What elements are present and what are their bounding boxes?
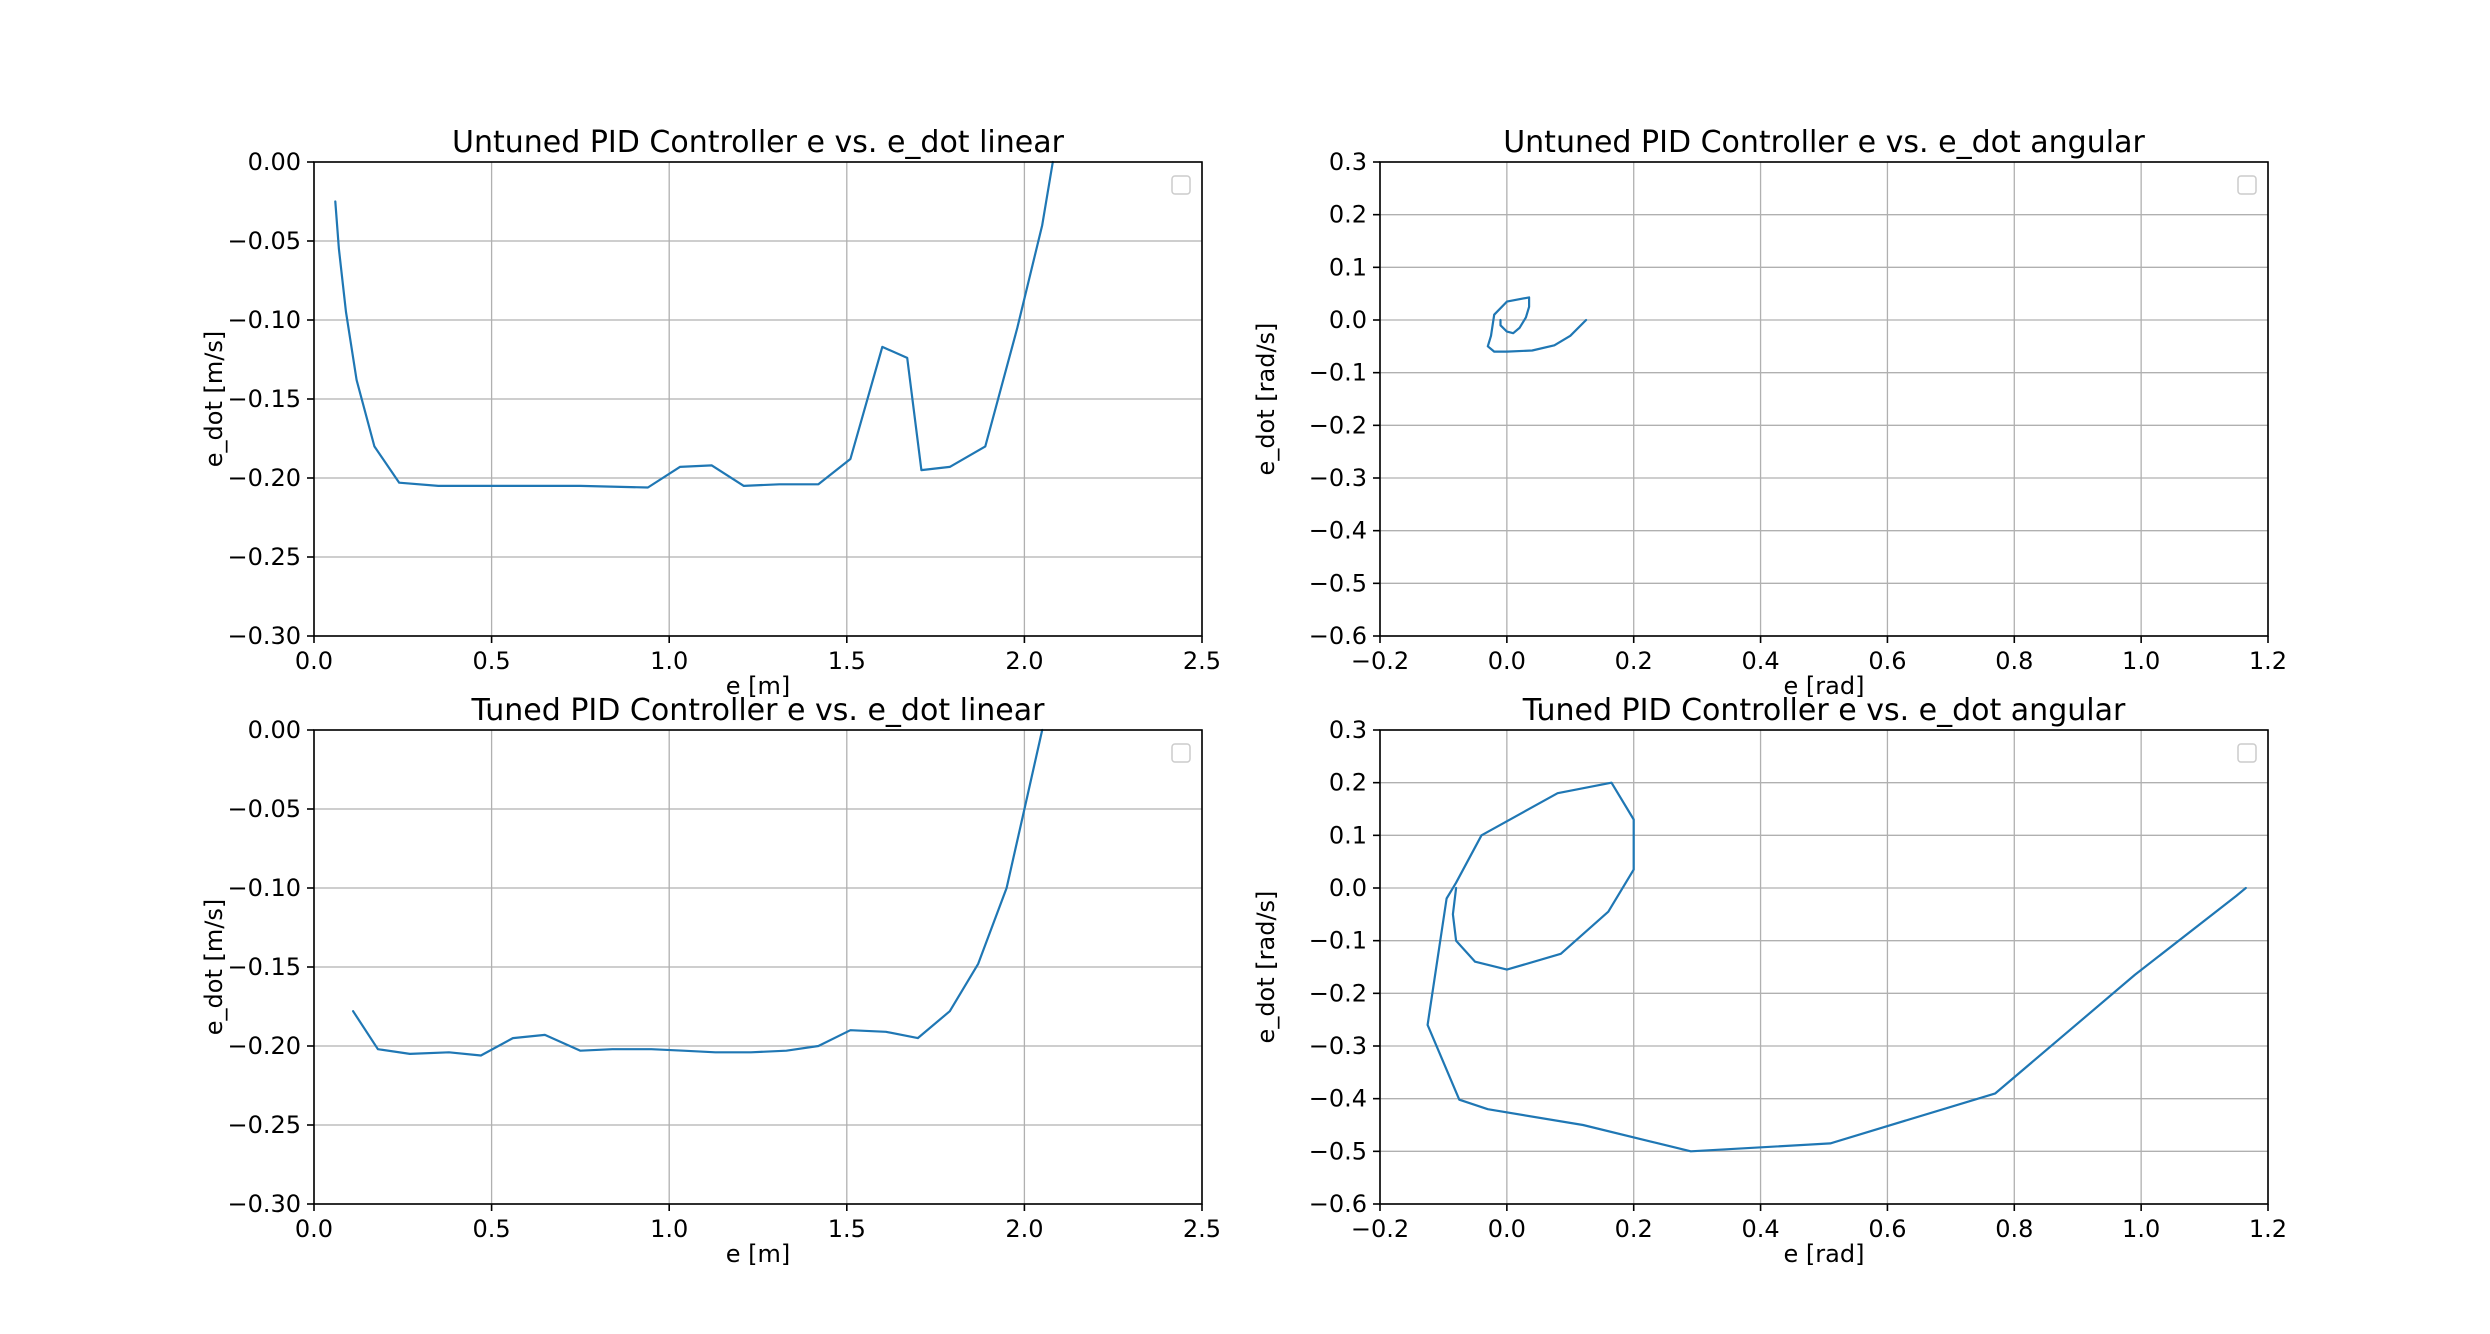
chart-panel-1: 0.0 0.5 1.0 1.5 2.0 2.5 0.00 −0.05 −0.10 −0.15 −0.… xyxy=(200,125,1221,700)
y-tick-label: −0.15 xyxy=(227,385,301,413)
y-tick-label: −0.2 xyxy=(1309,979,1367,1007)
y-tick-label: −0.30 xyxy=(227,622,301,650)
y-tick-label: 0.00 xyxy=(248,716,301,744)
chart-title: Tuned PID Controller e vs. e_dot angular xyxy=(1522,693,2126,728)
y-tick-label: −0.05 xyxy=(227,795,301,823)
y-tick-label: −0.25 xyxy=(227,543,301,571)
x-tick-label: −0.2 xyxy=(1351,647,1409,675)
y-tick-label: 0.2 xyxy=(1329,769,1367,797)
chart-title: Untuned PID Controller e vs. e_dot linea… xyxy=(452,125,1065,160)
x-tick-label: 2.5 xyxy=(1183,647,1221,675)
axes-frame xyxy=(313,729,1203,1205)
x-tick-label: 0.2 xyxy=(1615,1215,1653,1243)
y-tick-label: −0.6 xyxy=(1309,622,1367,650)
y-tick-label: 0.1 xyxy=(1329,821,1367,849)
x-axis-label: e [rad] xyxy=(1784,1240,1865,1268)
axes-frame xyxy=(313,161,1203,637)
x-tick-label: 2.0 xyxy=(1005,1215,1043,1243)
y-tick-label: −0.4 xyxy=(1309,517,1367,545)
y-tick-label: −0.10 xyxy=(227,306,301,334)
x-tick-label: 1.2 xyxy=(2249,647,2287,675)
x-axis-label: e [m] xyxy=(726,1240,791,1268)
x-tick-label: −0.2 xyxy=(1351,1215,1409,1243)
x-tick-label: 2.5 xyxy=(1183,1215,1221,1243)
x-tick-label: 0.4 xyxy=(1741,1215,1779,1243)
x-tick-label: 0.8 xyxy=(1995,1215,2033,1243)
chart-panel-4: −0.2 0.0 0.2 0.4 0.6 0.8 1.0 1.2 0.3 0.2 0.1 0.0 −0.… xyxy=(1252,693,2287,1268)
y-tick-label: −0.20 xyxy=(227,1032,301,1060)
legend-box xyxy=(1171,743,1191,763)
x-tick-label: 1.5 xyxy=(828,647,866,675)
y-tick-label: −0.5 xyxy=(1309,1137,1367,1165)
y-tick-label: 0.2 xyxy=(1329,201,1367,229)
y-tick-label: −0.25 xyxy=(227,1111,301,1139)
chart-panel-2: −0.2 0.0 0.2 0.4 0.6 0.8 1.0 1.2 0.3 0.2 0.1 0.0 −0.… xyxy=(1252,125,2287,700)
x-axis-label: e [m] xyxy=(726,672,791,700)
chart-panel-3: 0.0 0.5 1.0 1.5 2.0 2.5 0.00 −0.05 −0.10 −0.15 −0.… xyxy=(200,693,1221,1268)
x-tick-label: 0.5 xyxy=(473,1215,511,1243)
chart-title: Untuned PID Controller e vs. e_dot angul… xyxy=(1503,125,2145,160)
x-tick-label: 1.0 xyxy=(2122,1215,2160,1243)
series-line xyxy=(1426,781,2247,1153)
legend-box xyxy=(2237,743,2257,763)
y-axis-label: e_dot [m/s] xyxy=(200,899,228,1035)
x-tick-label: 1.2 xyxy=(2249,1215,2287,1243)
y-tick-label: −0.1 xyxy=(1309,359,1367,387)
x-tick-label: 1.5 xyxy=(828,1215,866,1243)
x-tick-label: 0.2 xyxy=(1615,647,1653,675)
y-tick-label: 0.3 xyxy=(1329,148,1367,176)
x-tick-label: 0.6 xyxy=(1868,647,1906,675)
legend-box xyxy=(2237,175,2257,195)
x-tick-label: 1.0 xyxy=(650,1215,688,1243)
y-tick-label: −0.1 xyxy=(1309,927,1367,955)
x-tick-label: 0.6 xyxy=(1868,1215,1906,1243)
series-line xyxy=(1486,296,1588,353)
x-tick-label: 0.0 xyxy=(295,647,333,675)
y-tick-label: 0.1 xyxy=(1329,253,1367,281)
x-tick-label: 1.0 xyxy=(2122,647,2160,675)
y-tick-label: −0.20 xyxy=(227,464,301,492)
y-tick-label: −0.6 xyxy=(1309,1190,1367,1218)
y-tick-label: −0.10 xyxy=(227,874,301,902)
y-tick-label: −0.4 xyxy=(1309,1085,1367,1113)
plot-area xyxy=(1380,162,2268,636)
y-tick-label: −0.3 xyxy=(1309,1032,1367,1060)
y-tick-label: −0.2 xyxy=(1309,411,1367,439)
y-tick-label: −0.30 xyxy=(227,1190,301,1218)
x-tick-label: 0.0 xyxy=(295,1215,333,1243)
y-axis-label: e_dot [rad/s] xyxy=(1252,891,1280,1044)
x-tick-label: 0.0 xyxy=(1488,647,1526,675)
series-line xyxy=(352,728,1044,1057)
chart-title: Tuned PID Controller e vs. e_dot linear xyxy=(471,693,1046,728)
y-tick-label: −0.5 xyxy=(1309,569,1367,597)
x-tick-label: 0.4 xyxy=(1741,647,1779,675)
axes-frame xyxy=(1379,729,2269,1205)
y-tick-label: 0.00 xyxy=(248,148,301,176)
series-line xyxy=(334,160,1054,489)
y-axis-label: e_dot [rad/s] xyxy=(1252,323,1280,476)
legend-box xyxy=(1171,175,1191,195)
x-tick-label: 0.8 xyxy=(1995,647,2033,675)
x-axis-label: e [rad] xyxy=(1784,672,1865,700)
y-tick-label: −0.15 xyxy=(227,953,301,981)
y-tick-label: 0.3 xyxy=(1329,716,1367,744)
axes-frame xyxy=(1379,161,2269,637)
y-tick-label: −0.3 xyxy=(1309,464,1367,492)
x-tick-label: 0.5 xyxy=(473,647,511,675)
x-tick-label: 1.0 xyxy=(650,647,688,675)
y-tick-label: 0.0 xyxy=(1329,874,1367,902)
x-tick-label: 0.0 xyxy=(1488,1215,1526,1243)
y-tick-label: −0.05 xyxy=(227,227,301,255)
y-tick-label: 0.0 xyxy=(1329,306,1367,334)
y-axis-label: e_dot [m/s] xyxy=(200,331,228,467)
x-tick-label: 2.0 xyxy=(1005,647,1043,675)
